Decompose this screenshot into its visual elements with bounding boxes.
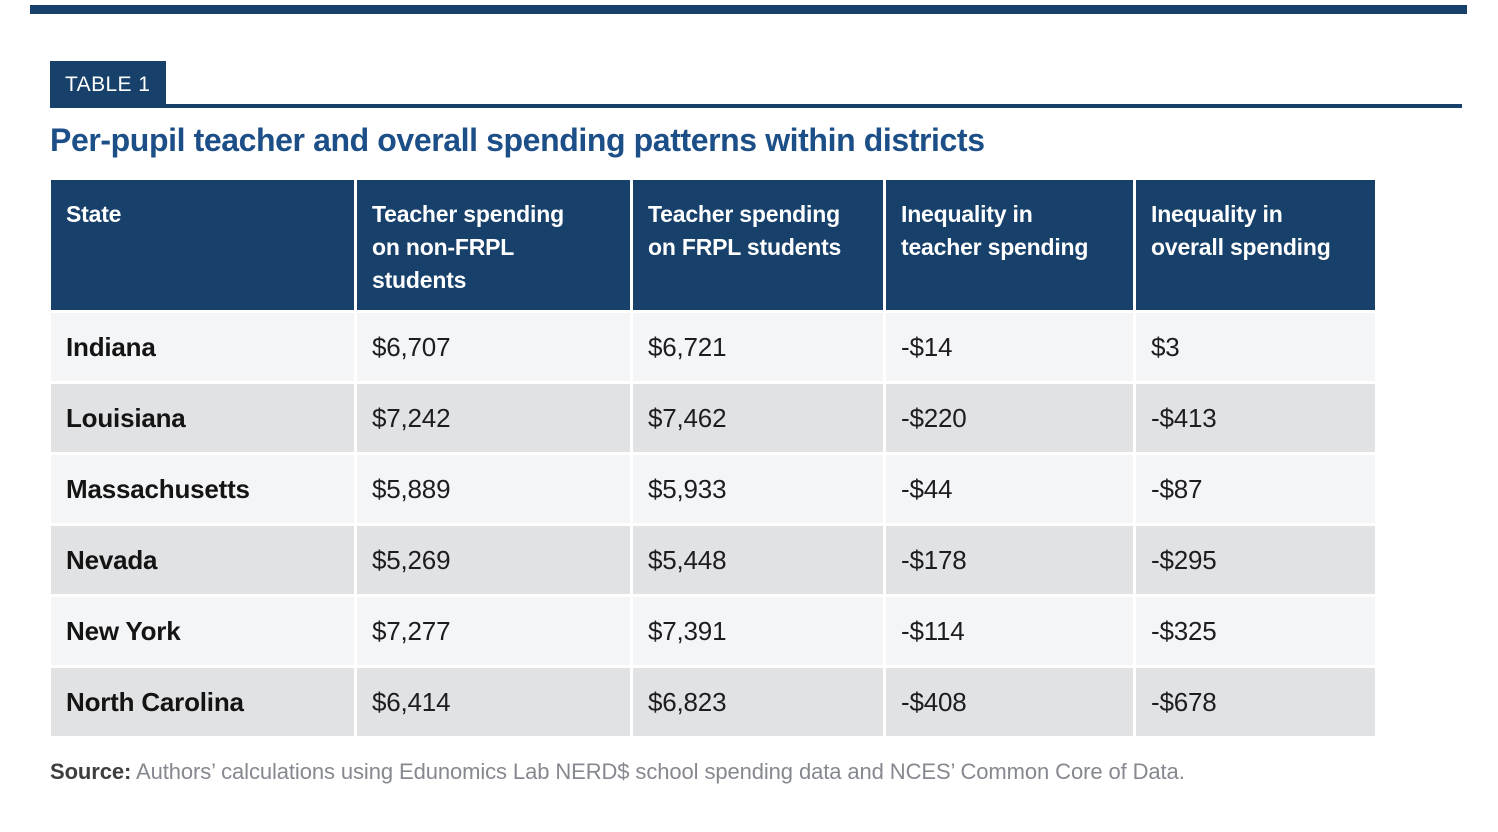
page-title: Per-pupil teacher and overall spending p… bbox=[50, 122, 985, 158]
value-cell: -$178 bbox=[886, 526, 1133, 594]
table-number-label: TABLE 1 bbox=[65, 72, 151, 96]
value-cell: -$114 bbox=[886, 597, 1133, 665]
kicker-divider-rule bbox=[50, 104, 1462, 108]
column-header-label: Inequality in overall spending bbox=[1151, 201, 1331, 260]
value-cell: -$87 bbox=[1136, 455, 1375, 523]
spending-table: State Teacher spending on non-FRPL studen… bbox=[51, 180, 1375, 736]
value-cell: -$408 bbox=[886, 668, 1133, 736]
state-cell: Nevada bbox=[51, 526, 354, 594]
value-cell: $5,448 bbox=[633, 526, 883, 594]
top-page-rule bbox=[30, 5, 1467, 14]
value-cell: $5,269 bbox=[357, 526, 630, 594]
column-header-label: State bbox=[66, 201, 122, 227]
column-header-4: Inequality in overall spending bbox=[1136, 180, 1375, 310]
value-cell: -$14 bbox=[886, 313, 1133, 381]
value-cell: -$325 bbox=[1136, 597, 1375, 665]
state-cell: New York bbox=[51, 597, 354, 665]
value-cell: $5,933 bbox=[633, 455, 883, 523]
value-cell: $5,889 bbox=[357, 455, 630, 523]
state-cell: North Carolina bbox=[51, 668, 354, 736]
value-cell: -$678 bbox=[1136, 668, 1375, 736]
value-cell: $6,721 bbox=[633, 313, 883, 381]
state-cell: Louisiana bbox=[51, 384, 354, 452]
value-cell: -$44 bbox=[886, 455, 1133, 523]
column-header-1: Teacher spending on non-FRPL students bbox=[357, 180, 630, 310]
value-cell: -$413 bbox=[1136, 384, 1375, 452]
table-number-badge: TABLE 1 bbox=[50, 61, 166, 108]
column-header-3: Inequality in teacher spending bbox=[886, 180, 1133, 310]
value-cell: -$220 bbox=[886, 384, 1133, 452]
column-header-label: Inequality in teacher spending bbox=[901, 201, 1089, 260]
column-header-2: Teacher spending on FRPL students bbox=[633, 180, 883, 310]
value-cell: $7,462 bbox=[633, 384, 883, 452]
value-cell: $7,277 bbox=[357, 597, 630, 665]
value-cell: $6,414 bbox=[357, 668, 630, 736]
value-cell: $7,391 bbox=[633, 597, 883, 665]
source-text: Authors’ calculations using Edunomics La… bbox=[131, 759, 1185, 784]
value-cell: -$295 bbox=[1136, 526, 1375, 594]
value-cell: $3 bbox=[1136, 313, 1375, 381]
source-note: Source: Authors’ calculations using Edun… bbox=[50, 759, 1450, 785]
column-header-label: Teacher spending on non-FRPL students bbox=[372, 201, 564, 293]
state-cell: Indiana bbox=[51, 313, 354, 381]
state-cell: Massachusetts bbox=[51, 455, 354, 523]
source-label: Source: bbox=[50, 759, 132, 784]
value-cell: $6,707 bbox=[357, 313, 630, 381]
column-header-label: Teacher spending on FRPL students bbox=[648, 201, 842, 260]
value-cell: $7,242 bbox=[357, 384, 630, 452]
column-header-0: State bbox=[51, 180, 354, 310]
value-cell: $6,823 bbox=[633, 668, 883, 736]
